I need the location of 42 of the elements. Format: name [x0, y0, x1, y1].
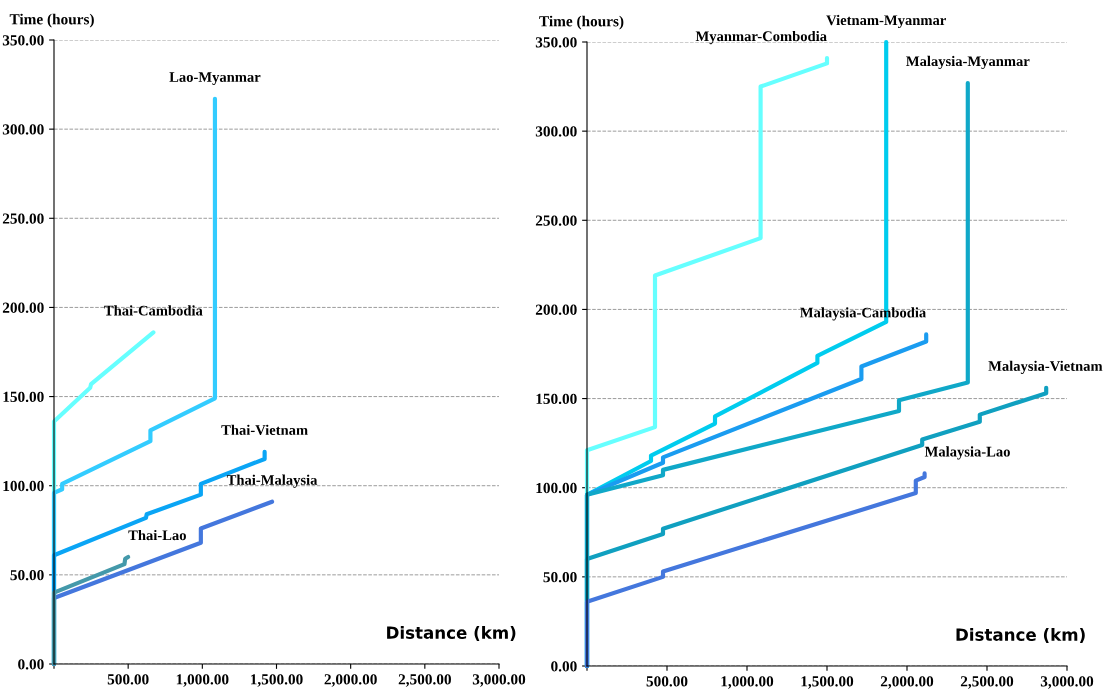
- x-tick-label: 3,000.00: [472, 674, 526, 687]
- series-label: Thai-Vietnam: [221, 424, 308, 436]
- x-tick-label: 1,500.00: [250, 674, 303, 687]
- x-axis-title: Distance (km): [956, 628, 1085, 643]
- y-axis-title: Time (hours): [539, 15, 624, 30]
- x-axis-title: Distance (km): [387, 626, 516, 641]
- x-tick-label: 3,000.00: [1040, 676, 1094, 689]
- x-tick-label: 500.00: [646, 676, 688, 687]
- x-tick-label: 2,000.00: [324, 674, 377, 687]
- y-tick-label: 50.00: [543, 572, 577, 583]
- series-label: Thai-Malaysia: [226, 474, 318, 488]
- y-tick-label: 250.00: [535, 215, 577, 226]
- series-label: Lao-Myanmar: [169, 72, 261, 85]
- y-tick-label: 250.00: [2, 213, 44, 224]
- y-tick-label: 300.00: [2, 124, 44, 135]
- y-tick-label: 50.00: [10, 570, 44, 581]
- y-tick-label: 300.00: [535, 126, 577, 137]
- y-tick-label: 100.00: [3, 480, 44, 492]
- series-label: Thai-Lao: [128, 529, 186, 541]
- series-label: Myanmar-Combodia: [695, 30, 827, 45]
- x-tick-label: 1,500.00: [801, 676, 854, 689]
- x-tick-label: 2,500.00: [960, 676, 1014, 689]
- y-tick-label: 100.00: [536, 482, 577, 494]
- y-tick-label: 350.00: [2, 35, 44, 46]
- y-tick-label: 150.00: [536, 393, 577, 405]
- series-label: Malaysia-Lao: [924, 446, 1010, 460]
- y-tick-label: 0.00: [551, 661, 577, 672]
- y-axis-title: Time (hours): [9, 13, 94, 28]
- y-tick-label: 200.00: [535, 304, 577, 315]
- series-label: Malaysia-Myanmar: [906, 55, 1030, 70]
- x-tick-label: 1,000.00: [721, 676, 774, 689]
- x-tick-label: 500.00: [107, 674, 149, 685]
- y-tick-label: 350.00: [535, 37, 577, 48]
- x-tick-label: 2,500.00: [398, 674, 451, 687]
- y-tick-label: 200.00: [2, 302, 44, 313]
- y-tick-label: 150.00: [3, 391, 44, 403]
- x-tick-label: 2,000.00: [880, 676, 934, 689]
- series-label: Malaysia-Vietnam: [988, 360, 1103, 374]
- series-label: Thai-Cambodia: [104, 305, 203, 316]
- y-tick-label: 0.00: [18, 659, 44, 670]
- series-label: Vietnam-Myanmar: [826, 14, 946, 29]
- x-tick-label: 1,000.00: [176, 674, 229, 687]
